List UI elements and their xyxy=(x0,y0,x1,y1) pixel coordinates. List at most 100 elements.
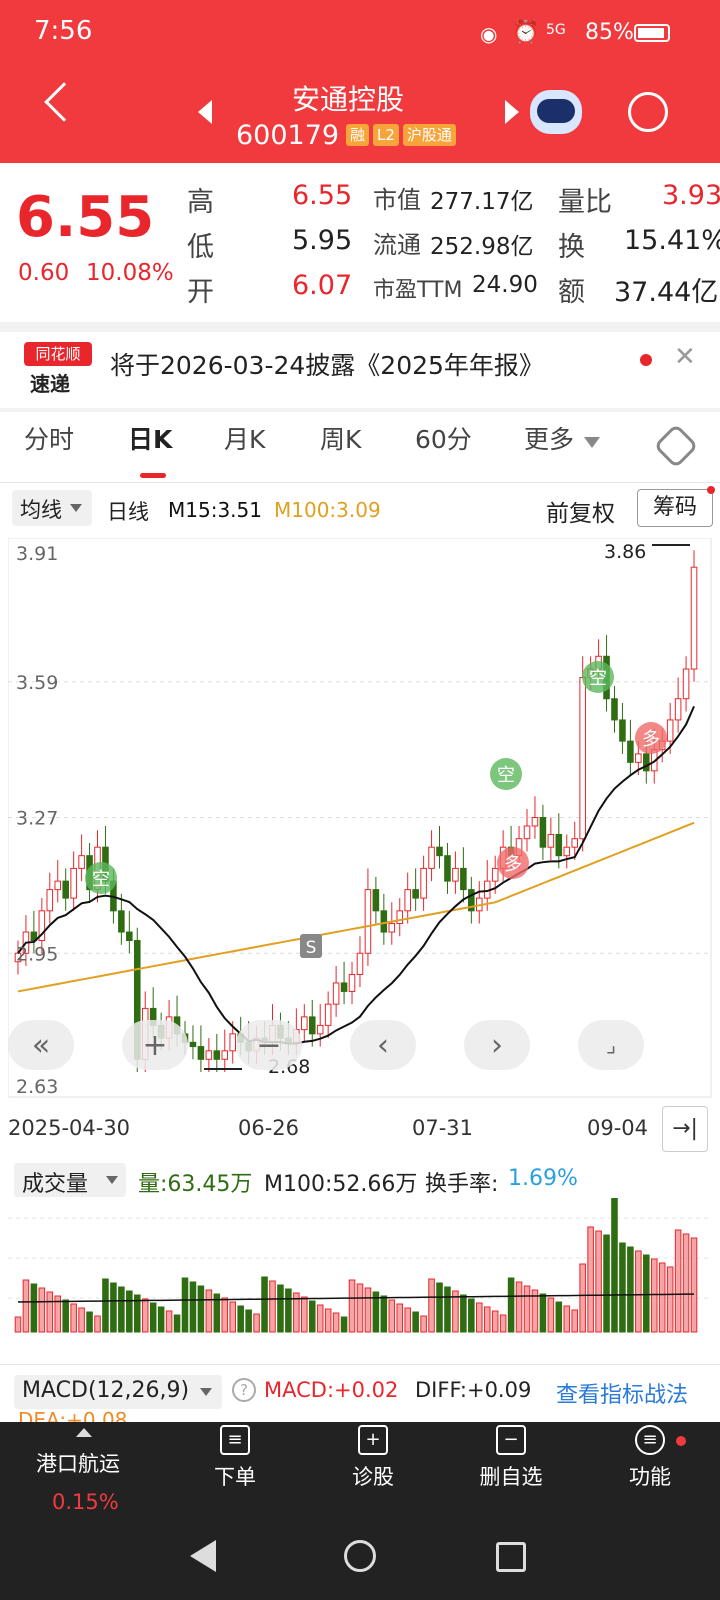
volume-bar xyxy=(324,1308,332,1333)
settings-icon[interactable] xyxy=(653,423,699,469)
plus-icon: + xyxy=(142,1027,168,1063)
order-button[interactable]: ≡ 下单 xyxy=(175,1425,295,1491)
order-icon: ≡ xyxy=(220,1425,250,1455)
ma15-line xyxy=(17,705,695,1045)
volume-bar xyxy=(301,1296,308,1333)
low-value: 5.95 xyxy=(292,225,353,256)
functions-button[interactable]: ≡ 功能 xyxy=(590,1425,710,1491)
zoom-in-button[interactable]: + xyxy=(122,1020,188,1070)
back-icon[interactable] xyxy=(44,82,84,122)
adjust-select[interactable]: 前复权 xyxy=(546,501,615,527)
tab-daily[interactable]: 日K xyxy=(128,425,173,454)
volume-bar xyxy=(603,1234,610,1333)
candle-body xyxy=(555,833,563,857)
chevron-down-icon xyxy=(106,1176,118,1184)
scroll-left-button[interactable]: ‹ xyxy=(350,1020,416,1070)
search-icon[interactable] xyxy=(628,92,668,132)
sector-name[interactable]: 港口航运 xyxy=(36,1452,120,1476)
candle-body xyxy=(221,1050,229,1060)
kline-chart[interactable]: 3.913.593.272.952.63 3.86 2.68 空 空 空 多 多… xyxy=(8,538,712,1098)
y-axis-label: 2.95 xyxy=(16,943,58,965)
volume-bar xyxy=(507,1277,515,1333)
scroll-right-button[interactable]: › xyxy=(464,1020,530,1070)
next-stock-icon[interactable] xyxy=(505,100,519,124)
candle-body xyxy=(436,846,443,857)
short-signal-marker xyxy=(582,661,614,693)
diagnose-button[interactable]: + 诊股 xyxy=(313,1425,433,1491)
fast-back-button[interactable]: « xyxy=(8,1020,74,1070)
volume-bar xyxy=(332,1312,340,1333)
badge-dot xyxy=(676,1436,686,1446)
volume-bar xyxy=(197,1285,205,1333)
volume-bar xyxy=(404,1307,411,1333)
volume-bar xyxy=(444,1286,451,1333)
app-header: 7:56 85% ◉ ⏰ 5G 安通控股 600179 融 L2 沪股通 xyxy=(0,0,720,163)
dea-value: DEA:+0.08 xyxy=(18,1408,128,1422)
tab-monthly[interactable]: 月K xyxy=(224,425,266,454)
x-label-3: 07-31 xyxy=(412,1116,474,1140)
volume-ma-line xyxy=(17,1293,695,1303)
chevron-up-icon[interactable] xyxy=(76,1428,92,1437)
ma15-label: M15:3.51 xyxy=(168,498,262,522)
candle-body xyxy=(682,668,690,700)
candle-body xyxy=(531,817,539,827)
volume-bar xyxy=(555,1301,563,1333)
signal-markers: 空 空 空 多 多 S xyxy=(85,661,667,958)
x-label-1: 2025-04-30 xyxy=(8,1116,131,1140)
tab-weekly[interactable]: 周K xyxy=(320,425,362,454)
candle-body xyxy=(340,982,348,992)
fullscreen-button[interactable]: ⌟ xyxy=(578,1020,644,1070)
system-home-icon[interactable] xyxy=(344,1540,376,1572)
macd-indicator-select[interactable]: MACD(12,26,9) xyxy=(14,1375,222,1409)
active-tab-indicator xyxy=(140,473,166,478)
tab-60min[interactable]: 60分 xyxy=(415,425,472,454)
sell-signal-text: S xyxy=(306,938,317,958)
close-icon[interactable]: ✕ xyxy=(674,342,696,372)
indicator-strategy-link[interactable]: 查看指标战法 xyxy=(556,1383,689,1408)
volume-chart[interactable] xyxy=(8,1198,712,1360)
volume-bar xyxy=(285,1288,292,1333)
divider xyxy=(0,322,720,332)
candle-body xyxy=(444,855,451,882)
indicator-label: 均线 xyxy=(20,498,62,522)
remove-watchlist-button[interactable]: − 删自选 xyxy=(451,1425,571,1491)
pe-label: 市盈TTM xyxy=(373,278,463,303)
volume-bar xyxy=(412,1311,419,1333)
news-banner[interactable]: 同花顺 速递 将于2026-03-24披露《2025年年报》 ✕ xyxy=(0,332,720,408)
volume-bar xyxy=(468,1298,475,1333)
volume-bar xyxy=(269,1280,276,1333)
volume-bar xyxy=(126,1290,133,1333)
diff-value: DIFF:+0.09 xyxy=(415,1378,532,1402)
stock-tags: 融 L2 沪股通 xyxy=(342,124,456,146)
y-axis-label: 3.59 xyxy=(16,672,58,694)
chevron-down-icon xyxy=(584,437,600,448)
help-icon[interactable]: ? xyxy=(232,1378,256,1402)
ma100-line xyxy=(17,821,695,993)
chips-button[interactable]: 筹码 xyxy=(637,489,713,527)
candle-body xyxy=(690,566,698,670)
scroll-to-latest-button[interactable]: →| xyxy=(662,1106,708,1152)
volume-bar xyxy=(277,1284,284,1333)
volume-bar xyxy=(70,1303,77,1333)
expand-icon: ⌟ xyxy=(605,1032,617,1058)
volume-bar xyxy=(619,1242,626,1333)
mcap-label: 市值 xyxy=(373,186,421,214)
volume-indicator-select[interactable]: 成交量 xyxy=(14,1163,126,1197)
amount-label: 额 xyxy=(558,277,585,308)
low-label: 低 xyxy=(187,232,214,263)
long-signal-marker xyxy=(497,847,529,879)
robot-assistant-icon[interactable] xyxy=(530,90,582,134)
candle-body xyxy=(38,910,46,942)
system-back-icon[interactable] xyxy=(190,1540,216,1572)
volume-bar xyxy=(86,1311,93,1333)
volume-bar xyxy=(181,1277,189,1333)
remove-icon: − xyxy=(496,1425,526,1455)
zoom-out-button[interactable]: − xyxy=(236,1020,302,1070)
indicator-select[interactable]: 均线 xyxy=(12,490,92,526)
prev-stock-icon[interactable] xyxy=(198,100,212,124)
tab-intraday[interactable]: 分时 xyxy=(24,425,75,454)
tab-more[interactable]: 更多 xyxy=(524,425,575,454)
y-axis-label: 2.63 xyxy=(16,1076,58,1098)
system-recents-icon[interactable] xyxy=(496,1542,526,1572)
candle-body xyxy=(635,753,642,763)
